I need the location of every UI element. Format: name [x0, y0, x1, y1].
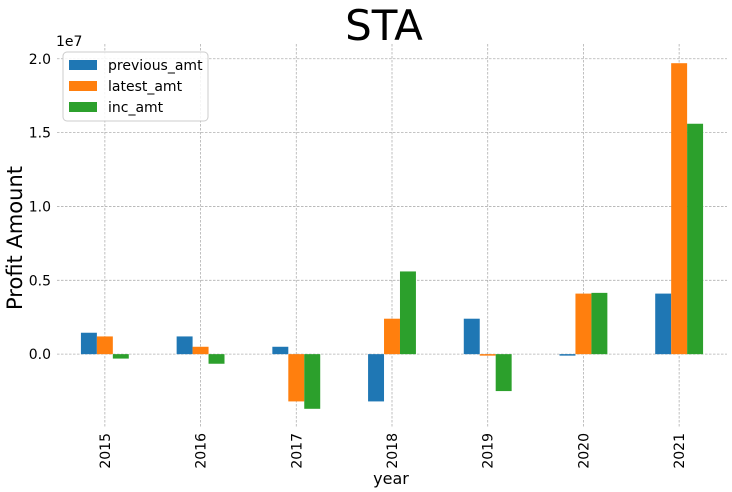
bar-previous_amt-2018 [368, 354, 385, 402]
x-tick-label: 2015 [98, 433, 114, 469]
bar-inc_amt-2018 [399, 271, 416, 355]
x-tick-label: 2016 [194, 433, 210, 469]
legend-label-inc_amt: inc_amt [108, 100, 164, 116]
bar-latest_amt-2018 [384, 318, 400, 355]
y-tick-label: 0.5 [29, 273, 51, 289]
bar-previous_amt-2016 [176, 336, 193, 355]
legend-box [62, 51, 209, 122]
y-tick-label: 0.0 [29, 347, 51, 363]
y-tick-label: 1.0 [29, 199, 51, 215]
bar-inc_amt-2021 [687, 123, 704, 355]
x-tick-label: 2020 [576, 433, 592, 469]
bar-latest_amt-2019 [479, 354, 496, 356]
chart-title: STA [345, 1, 423, 50]
y-tick-label: 1.5 [29, 126, 51, 142]
x-tick-label: 2021 [672, 433, 688, 469]
legend-swatch-latest_amt [69, 81, 97, 91]
x-tick-label: 2018 [385, 433, 401, 469]
y-axis-label: Profit Amount [3, 166, 27, 310]
bar-latest_amt-2021 [671, 63, 688, 355]
legend-swatch-inc_amt [69, 102, 97, 112]
bar-previous_amt-2015 [80, 332, 97, 355]
bar-previous_amt-2019 [463, 318, 480, 355]
x-tick-label: 2017 [289, 433, 305, 469]
legend-swatch-previous_amt [69, 60, 97, 70]
legend: previous_amt latest_amt inc_amt [62, 51, 209, 122]
bar-latest_amt-2016 [192, 346, 209, 355]
bar-inc_amt-2017 [304, 354, 321, 409]
x-axis-label: year [373, 469, 409, 488]
bar-previous_amt-2017 [272, 346, 289, 355]
tick-labels: 0.0 0.5 1.0 1.5 2.0 2015 2016 2017 2018 2019 2020 2… [29, 52, 688, 469]
bar-inc_amt-2015 [112, 354, 129, 359]
legend-label-latest_amt: latest_amt [108, 79, 183, 95]
legend-label-previous_amt: previous_amt [108, 58, 203, 74]
bar-previous_amt-2020 [559, 354, 576, 356]
y-tick-label: 2.0 [29, 52, 51, 68]
bar-latest_amt-2020 [575, 293, 592, 355]
bars [80, 63, 704, 409]
bar-inc_amt-2020 [591, 292, 608, 355]
bar-latest_amt-2015 [96, 336, 113, 355]
bar-inc_amt-2019 [495, 354, 512, 392]
x-tick-label: 2019 [481, 433, 497, 469]
bar-previous_amt-2021 [655, 293, 672, 355]
y-axis-offset-label: 1e7 [56, 34, 82, 50]
bar-latest_amt-2017 [288, 354, 305, 402]
bar-inc_amt-2016 [208, 354, 225, 364]
